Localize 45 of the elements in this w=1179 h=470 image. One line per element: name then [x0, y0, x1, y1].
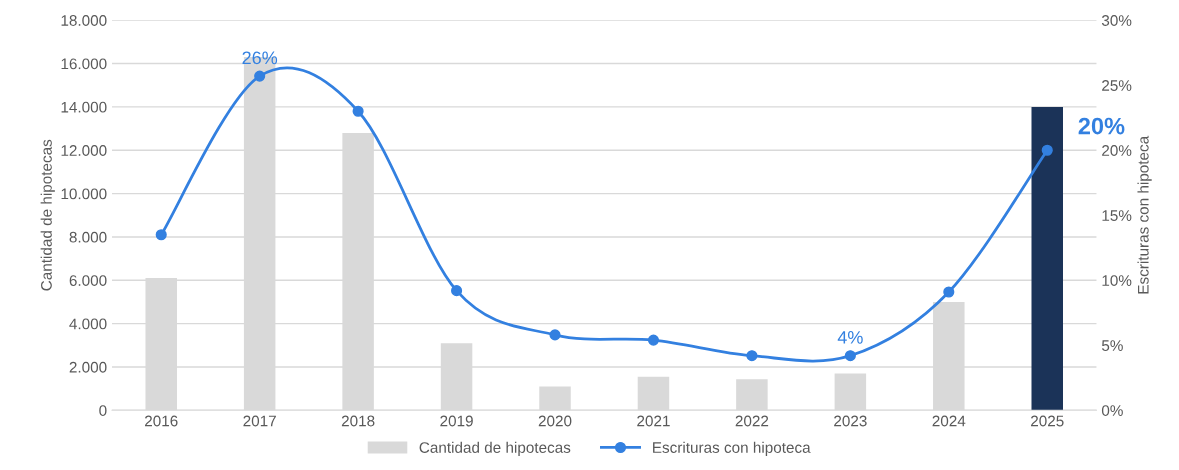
y2-tick-label: 30% — [1101, 15, 1132, 26]
x-tick-label: 2019 — [440, 415, 473, 427]
y2-tick-label: 20% — [1102, 145, 1132, 156]
point — [1041, 144, 1053, 156]
data-label: 26% — [242, 51, 278, 65]
y-tick-label: 4.000 — [69, 318, 107, 330]
x-tick-label: 2021 — [637, 415, 670, 427]
x-tick-label: 2023 — [834, 415, 867, 427]
y-tick-label: 12.000 — [61, 145, 107, 156]
x-tick-label: 2025 — [1031, 415, 1064, 427]
y2-tick-label: 15% — [1102, 210, 1132, 221]
y-tick-label: 18.000 — [61, 15, 107, 26]
data-label: 20% — [1078, 117, 1125, 135]
point — [746, 350, 758, 362]
point — [647, 334, 660, 346]
y2-axis-title: Escrituras con hipoteca — [1137, 135, 1152, 294]
x-tick-label: 2018 — [341, 415, 375, 427]
y-axis-title: Cantidad de hipotecas — [40, 139, 55, 291]
y2-tick-label: 25% — [1102, 80, 1132, 91]
data-label: 4% — [837, 331, 863, 344]
point — [451, 285, 463, 297]
bar — [1031, 106, 1063, 411]
legend-label: Cantidad de hipotecas — [419, 441, 571, 456]
x-tick-label: 2016 — [145, 415, 178, 427]
legend-label: Escrituras con hipoteca — [653, 441, 811, 456]
y-tick-label: 14.000 — [61, 101, 107, 113]
y2-tick-label: 0% — [1101, 405, 1123, 416]
y2-tick-label: 10% — [1102, 275, 1132, 286]
y-tick-label: 0 — [99, 405, 107, 416]
y-tick-label: 10.000 — [61, 188, 107, 200]
y-tick-label: 8.000 — [69, 231, 107, 243]
y-tick-label: 2.000 — [69, 361, 107, 373]
point — [254, 70, 266, 82]
point — [155, 229, 167, 241]
y-tick-label: 6.000 — [69, 275, 107, 286]
x-tick-label: 2022 — [735, 415, 769, 427]
x-tick-label: 2017 — [243, 415, 276, 427]
point — [943, 286, 955, 298]
y-tick-label: 16.000 — [61, 58, 107, 70]
point — [549, 329, 561, 341]
x-tick-label: 2024 — [932, 415, 966, 427]
point — [844, 350, 856, 362]
point — [352, 105, 364, 117]
x-tick-label: 2020 — [538, 415, 572, 427]
y2-tick-label: 5% — [1101, 340, 1123, 351]
